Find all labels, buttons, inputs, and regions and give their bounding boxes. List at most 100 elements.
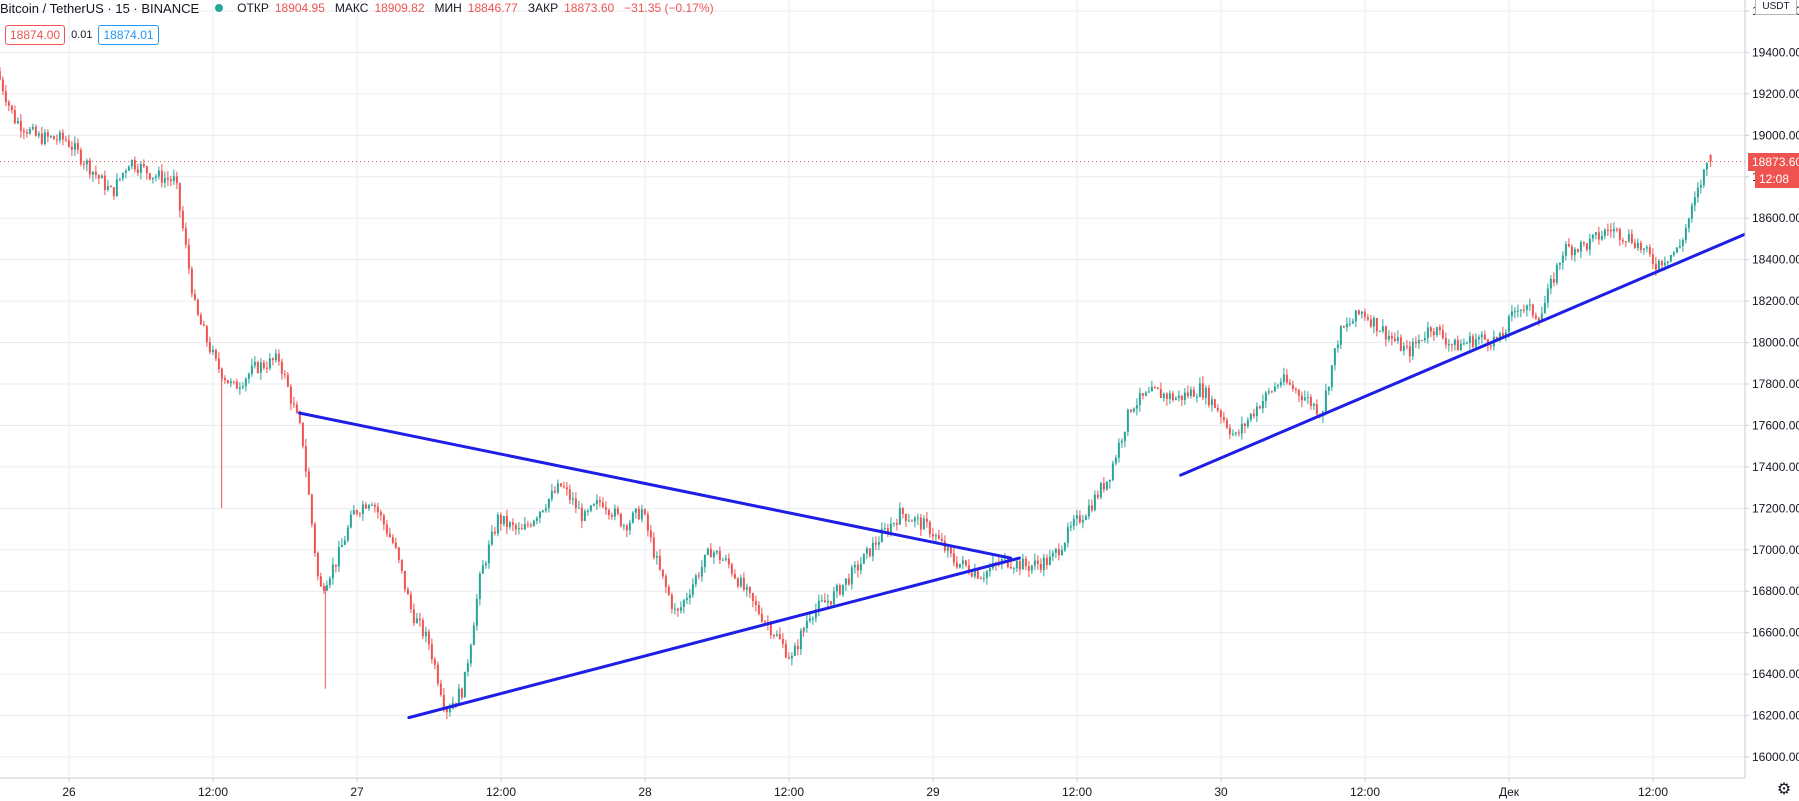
candle-body [448, 708, 451, 713]
candle-body [952, 553, 955, 563]
candle-body [523, 524, 526, 530]
candle-body [1549, 278, 1552, 289]
candle-body [625, 525, 628, 531]
price-axis[interactable]: 16000.00 16200.00 16400.00 16600.00 16800.00… [1744, 0, 1799, 778]
candle-body [1486, 339, 1489, 346]
candle-body [667, 586, 670, 595]
candle-body [1684, 228, 1687, 241]
trendline [297, 411, 1013, 560]
candle-body [1459, 343, 1462, 351]
high-label: МАКС [334, 1, 369, 15]
price-tick-label: 18000.00 [1752, 336, 1799, 350]
candle-body [907, 520, 910, 522]
candle-body [1519, 309, 1522, 311]
symbol-title[interactable]: Bitcoin / TetherUS · 15 · BINANCE [0, 0, 200, 16]
candle-body [889, 523, 892, 534]
candle-body [940, 538, 943, 542]
candle-body [916, 517, 919, 519]
candle-body [1621, 239, 1624, 242]
candle-body [796, 645, 799, 650]
candle-body [1597, 232, 1600, 240]
candle-body [403, 570, 406, 590]
candle-body [1648, 247, 1651, 255]
candle-body [1282, 374, 1285, 382]
candle-body [322, 586, 325, 591]
candle-body [1075, 515, 1078, 519]
candle-body [172, 176, 175, 181]
candle-body [1291, 384, 1294, 390]
candle-body [175, 176, 178, 184]
candle-body [1645, 247, 1648, 249]
candle-body [1054, 549, 1057, 553]
candle-body [1375, 318, 1378, 332]
candle-body [1483, 334, 1486, 340]
candle-body [1036, 560, 1039, 564]
candle-body [67, 140, 70, 147]
candle-body [415, 618, 418, 624]
candle-body [886, 528, 889, 534]
candle-body [346, 527, 349, 541]
candle-body [1249, 413, 1252, 420]
candle-body [130, 159, 133, 167]
candle-body [733, 573, 736, 579]
candle-body [16, 120, 19, 124]
time-tick-label: 27 [350, 785, 364, 799]
candle-body [304, 445, 307, 472]
candle-body [1540, 313, 1543, 322]
candle-body [121, 172, 124, 179]
candle-body [1102, 483, 1105, 490]
candle-body [205, 326, 208, 343]
candle-body [703, 554, 706, 567]
time-tick-label: Дек [1499, 785, 1520, 799]
candle-body [859, 563, 862, 571]
candle-body [391, 537, 394, 543]
candle-body [382, 515, 385, 525]
price-tick-label: 16400.00 [1752, 667, 1799, 681]
candle-body [355, 510, 358, 514]
candle-body [469, 645, 472, 664]
candle-body [706, 548, 709, 555]
gear-icon[interactable]: ⚙ [1776, 781, 1792, 798]
candle-body [574, 498, 577, 508]
candle-body [46, 132, 49, 137]
candle-body [1570, 246, 1573, 256]
price-tick-label: 16000.00 [1752, 750, 1799, 764]
candle-body [370, 504, 373, 506]
candle-body [568, 489, 571, 500]
candle-body [511, 522, 514, 526]
candle-body [607, 509, 610, 516]
candle-body [1195, 396, 1198, 398]
candle-body [319, 576, 322, 587]
candle-body [13, 110, 16, 124]
candle-body [1687, 218, 1690, 229]
candle-body [1420, 339, 1423, 341]
candle-body [40, 133, 43, 144]
candle-body [1021, 558, 1024, 570]
drawings[interactable] [297, 210, 1799, 720]
candle-body [1693, 197, 1696, 206]
candle-body [139, 163, 142, 173]
market-status-icon[interactable] [215, 4, 224, 12]
candle-body [118, 178, 121, 180]
time-axis[interactable]: 26 12:00 27 12:00 28 12:00 29 12:00 30 12:00 Дек 12… [0, 777, 1799, 801]
candle-body [799, 630, 802, 650]
buy-button[interactable]: 18874.01 [98, 25, 159, 45]
candle-body [1525, 305, 1528, 311]
candle-body [487, 544, 490, 564]
candle-body [1552, 278, 1555, 283]
candle-body [838, 585, 841, 595]
candle-body [484, 563, 487, 566]
candle-body [1123, 431, 1126, 441]
candle-body [835, 585, 838, 592]
sell-button[interactable]: 18874.00 [5, 25, 66, 45]
candle-body [1171, 393, 1174, 401]
candle-body [1705, 163, 1708, 170]
currency-button[interactable]: USDT [1755, 0, 1797, 15]
candle-body [454, 702, 457, 704]
time-tick-label: 30 [1214, 785, 1228, 799]
candle-body [1690, 205, 1693, 219]
candle-body [724, 558, 727, 560]
price-tick-label: 17400.00 [1752, 460, 1799, 474]
candle-body [1138, 393, 1141, 406]
